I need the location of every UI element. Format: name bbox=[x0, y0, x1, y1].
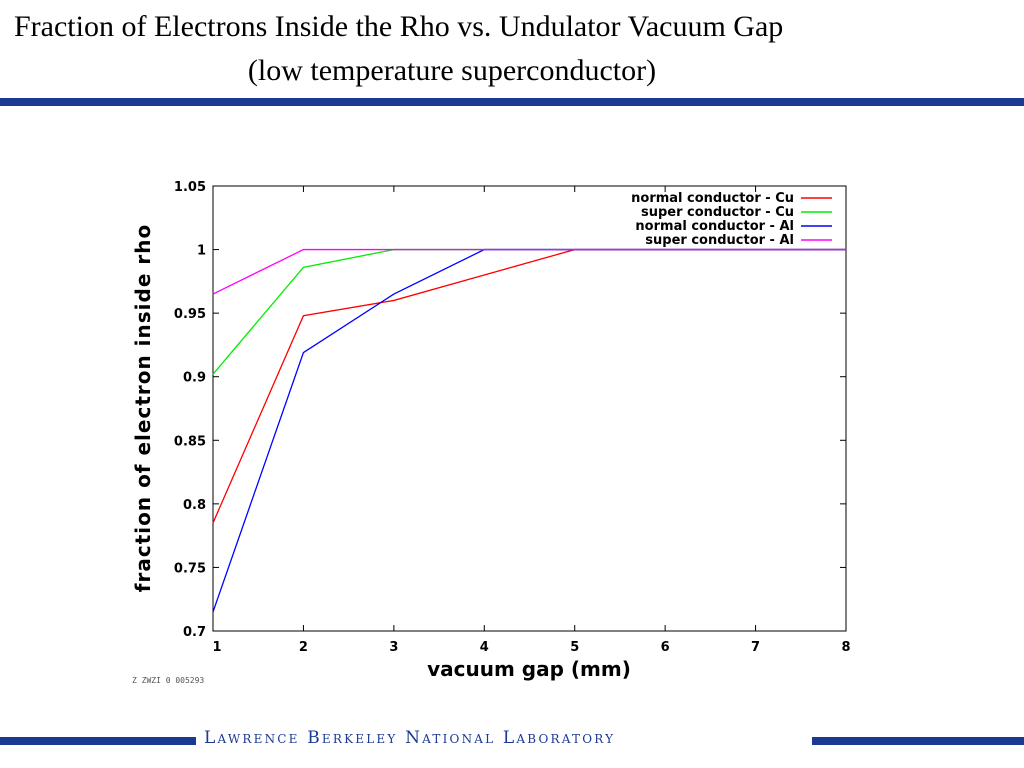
legend-label: super conductor - Al bbox=[645, 233, 794, 248]
x-tick-label: 5 bbox=[570, 640, 579, 655]
legend-label: normal conductor - Cu bbox=[631, 191, 794, 206]
legend-label: normal conductor - Al bbox=[635, 219, 794, 234]
series-line-4 bbox=[212, 248, 846, 295]
series-line-1 bbox=[212, 248, 846, 524]
y-tick-label: 1 bbox=[197, 244, 206, 259]
x-tick-label: 2 bbox=[299, 640, 308, 655]
y-tick-label: 1.05 bbox=[174, 180, 206, 195]
legend-label: super conductor - Cu bbox=[641, 205, 794, 220]
footer-lab-name: Lawrence Berkeley National Laboratory bbox=[204, 728, 616, 748]
y-tick-label: 0.8 bbox=[183, 498, 206, 513]
x-tick-label: 7 bbox=[751, 640, 760, 655]
x-axis-label: vacuum gap (mm) bbox=[427, 657, 631, 681]
footer-bar-left bbox=[0, 737, 196, 745]
plot-frame bbox=[212, 185, 847, 632]
y-tick-label: 0.85 bbox=[174, 434, 206, 449]
plot-stamp: Z ZWZI 0 005293 bbox=[132, 676, 205, 685]
x-tick-label: 8 bbox=[841, 640, 850, 655]
y-tick-label: 0.9 bbox=[183, 371, 206, 386]
x-tick-label: 6 bbox=[661, 640, 670, 655]
y-tick-label: 0.7 bbox=[183, 625, 206, 640]
x-tick-label: 4 bbox=[480, 640, 489, 655]
y-tick-label: 0.75 bbox=[174, 561, 206, 576]
slide-title-line2: (low temperature superconductor) bbox=[247, 54, 657, 87]
top-rule bbox=[0, 98, 1024, 106]
x-tick-label: 1 bbox=[212, 640, 221, 655]
y-axis-label: fraction of electron inside rho bbox=[131, 224, 155, 592]
y-tick-label: 0.95 bbox=[174, 307, 206, 322]
x-tick-label: 3 bbox=[389, 640, 398, 655]
series-line-2 bbox=[212, 248, 846, 375]
series-line-3 bbox=[212, 248, 846, 613]
footer-bar-right bbox=[812, 737, 1024, 745]
slide-title-line1: Fraction of Electrons Inside the Rho vs.… bbox=[14, 10, 784, 43]
